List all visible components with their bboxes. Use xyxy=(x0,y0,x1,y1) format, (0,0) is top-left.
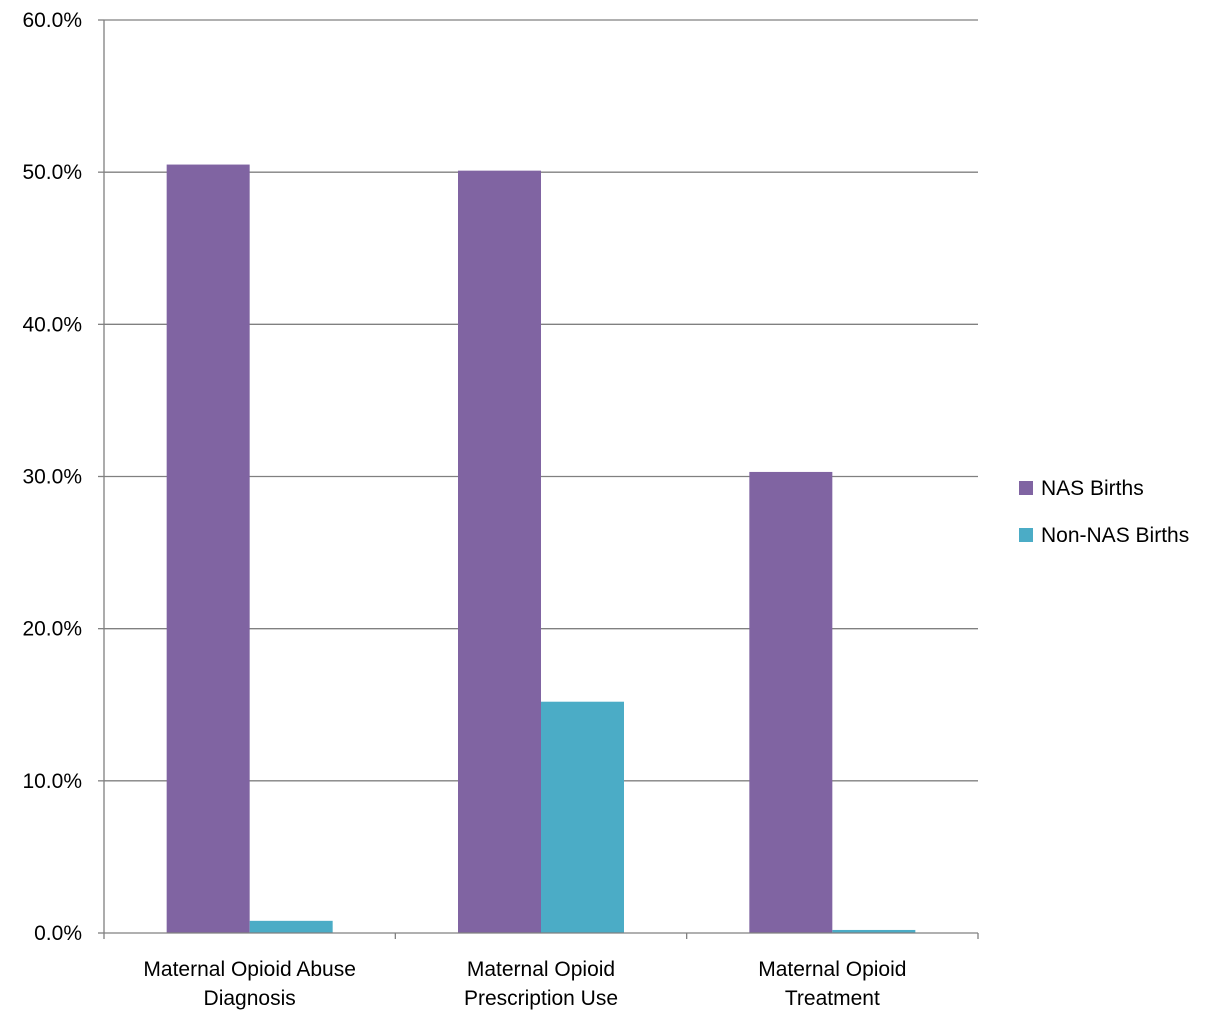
y-tick-label: 0.0% xyxy=(34,922,82,945)
x-category-labels: Maternal Opioid Abuse Diagnosis Maternal O… xyxy=(143,958,906,1010)
y-tick-label: 20.0% xyxy=(22,618,82,641)
legend-swatch xyxy=(1019,528,1033,542)
x-category-label: Maternal Opioid xyxy=(758,958,906,981)
y-tick-label: 40.0% xyxy=(22,313,82,336)
y-tick-label: 10.0% xyxy=(22,770,82,793)
axes xyxy=(98,19,979,939)
legend: NAS Births Non-NAS Births xyxy=(1019,477,1189,547)
x-category-label: Maternal Opioid Abuse xyxy=(143,958,355,981)
bar-nas-births xyxy=(166,164,250,933)
y-tick-label: 60.0% xyxy=(22,9,82,32)
bars xyxy=(166,164,916,933)
y-tick-label: 30.0% xyxy=(22,466,82,489)
x-category-label: Treatment xyxy=(785,987,880,1010)
bar-nas-births xyxy=(458,170,541,933)
bar-non-nas-births xyxy=(249,920,333,933)
y-tick-label: 50.0% xyxy=(22,161,82,184)
x-category-label: Maternal Opioid xyxy=(467,958,615,981)
legend-label: Non-NAS Births xyxy=(1041,524,1189,547)
legend-label: NAS Births xyxy=(1041,477,1144,500)
y-tick-labels: 0.0% 10.0% 20.0% 30.0% 40.0% 50.0% 60.0% xyxy=(22,9,82,945)
bar-nas-births xyxy=(749,471,833,933)
bar-non-nas-births xyxy=(541,701,624,933)
legend-swatch xyxy=(1019,481,1033,495)
x-category-label: Diagnosis xyxy=(204,987,296,1010)
bar-non-nas-births xyxy=(832,929,916,933)
x-category-label: Prescription Use xyxy=(464,987,618,1010)
